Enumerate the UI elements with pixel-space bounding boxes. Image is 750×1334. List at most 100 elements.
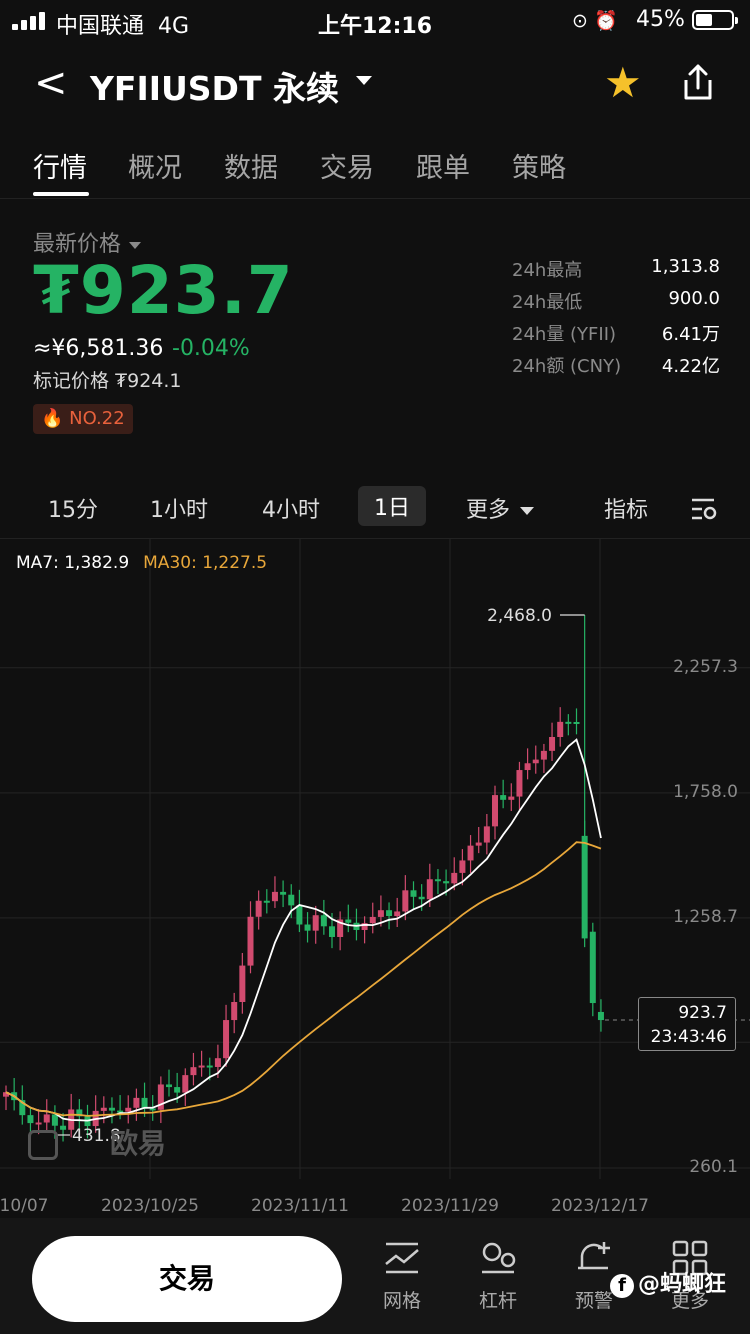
x-tick-label: 10/07 xyxy=(0,1196,49,1216)
stat-row: 24h最高 1,313.8 xyxy=(512,256,720,281)
app-header: < YFIIUSDT 永续 ★ xyxy=(0,50,750,120)
candle-body xyxy=(182,1075,189,1093)
candle-body xyxy=(280,891,287,895)
grid-trade-icon xyxy=(385,1242,419,1274)
ma30-line xyxy=(5,841,602,1117)
y-tick-label: 260.1 xyxy=(689,1157,738,1177)
fire-icon: 🔥 xyxy=(41,408,64,429)
interval-1h[interactable]: 1小时 xyxy=(150,498,208,523)
interval-more[interactable]: 更多 xyxy=(466,492,535,524)
ma7-label: MA7: 1,382.9 xyxy=(16,553,130,573)
tab-overview[interactable]: 概况 xyxy=(128,153,182,184)
trade-button[interactable]: 交易 xyxy=(32,1236,342,1322)
nav-more[interactable]: 更多 xyxy=(650,1238,730,1313)
candle-body xyxy=(443,881,450,884)
tab-copy[interactable]: 跟单 xyxy=(416,153,470,184)
rank-badge[interactable]: 🔥 NO.22 xyxy=(33,404,133,434)
candle-body xyxy=(51,1114,58,1126)
candle-body xyxy=(198,1065,205,1068)
last-price-tag: 923.7 23:43:46 xyxy=(638,997,736,1051)
carrier-name: 中国联通 4G xyxy=(56,14,190,39)
24h-stats: 24h最高 1,313.8 24h最低 900.0 24h量 (YFII) 6.41万… xyxy=(512,256,720,384)
share-icon[interactable] xyxy=(680,62,716,102)
price-label[interactable]: 最新价格 xyxy=(33,226,142,258)
candle-body xyxy=(117,1110,124,1113)
candle-body xyxy=(402,890,409,912)
candle-body xyxy=(247,916,254,966)
battery-percent: 45% xyxy=(636,7,685,32)
ma30-label: MA30: 1,227.5 xyxy=(143,553,268,573)
leverage-icon xyxy=(482,1242,516,1274)
candle-body xyxy=(345,919,352,923)
battery-icon xyxy=(692,10,738,30)
y-tick-label: 1,258.7 xyxy=(673,907,738,927)
tab-market[interactable]: 行情 xyxy=(33,153,87,184)
status-bar: 中国联通 4G 上午12:16 ⊙ ⏰ 45% xyxy=(0,0,750,42)
tab-trade[interactable]: 交易 xyxy=(320,153,374,184)
candle-body xyxy=(394,911,401,917)
watermark: 欧易 xyxy=(28,1122,166,1162)
candle-body xyxy=(320,915,327,927)
low-price-label: 431.8 xyxy=(72,1126,121,1146)
candle-body xyxy=(157,1084,164,1110)
nav-leverage[interactable]: 杠杆 xyxy=(458,1238,538,1313)
candle-body xyxy=(532,759,539,764)
candle-body xyxy=(361,923,368,930)
chevron-down-icon xyxy=(520,507,535,515)
candle-body xyxy=(214,1058,221,1067)
candle-body xyxy=(565,721,572,724)
instrument-title[interactable]: YFIIUSDT 永续 xyxy=(90,69,339,108)
nav-grid[interactable]: 网格 xyxy=(362,1238,442,1313)
y-tick-label: 2,257.3 xyxy=(673,657,738,677)
chevron-down-icon[interactable] xyxy=(356,76,372,85)
candle-body xyxy=(108,1107,115,1111)
more-grid-icon xyxy=(672,1240,708,1276)
chart-settings-icon[interactable] xyxy=(690,496,718,522)
candle-body xyxy=(271,891,278,902)
candle-body xyxy=(263,900,270,903)
tab-data[interactable]: 数据 xyxy=(224,153,278,184)
back-arrow-icon[interactable]: < xyxy=(34,60,68,106)
candle-body xyxy=(206,1065,213,1068)
last-price: ₮923.7 xyxy=(33,252,294,329)
interval-1d[interactable]: 1日 xyxy=(358,486,426,526)
candle-body xyxy=(35,1122,42,1125)
candle-body xyxy=(434,879,441,882)
ma7-line xyxy=(5,738,602,1122)
candle-body xyxy=(426,879,433,900)
candle-body xyxy=(304,924,311,931)
candle-body xyxy=(296,905,303,925)
tab-strategy[interactable]: 策略 xyxy=(512,153,566,184)
x-tick-label: 2023/12/17 xyxy=(551,1196,649,1216)
interval-15m[interactable]: 15分 xyxy=(48,498,98,523)
indicators-button[interactable]: 指标 xyxy=(604,498,649,523)
candle-body xyxy=(149,1108,156,1111)
candle-body xyxy=(377,910,384,917)
interval-4h[interactable]: 4小时 xyxy=(262,498,320,523)
candlestick-chart[interactable]: 2,257.3 1,758.0 1,258.7 260.1 10/07 2023/10/2… xyxy=(0,539,750,1219)
cny-price: ≈¥6,581.36 xyxy=(33,336,164,361)
nav-alert[interactable]: 预警 xyxy=(554,1238,634,1313)
candle-body xyxy=(100,1107,107,1111)
price-change: -0.04% xyxy=(172,336,250,361)
candle-body xyxy=(540,750,547,760)
social-logo-icon: f xyxy=(610,1274,634,1298)
kline-chart[interactable]: 2,257.3 1,758.0 1,258.7 260.1 10/07 2023/10/2… xyxy=(0,538,750,1219)
candle-body xyxy=(337,919,344,937)
candle-body xyxy=(516,770,523,797)
favorite-star-icon[interactable]: ★ xyxy=(604,58,642,107)
candle-body xyxy=(467,845,474,861)
candle-body xyxy=(133,1097,140,1108)
ma-legend: MA7: 1,382.9 MA30: 1,227.5 xyxy=(16,553,267,573)
candle-body xyxy=(231,1001,238,1021)
candle-body xyxy=(524,763,531,771)
signal-icon xyxy=(12,12,48,30)
candle-body xyxy=(27,1115,34,1124)
candle-body xyxy=(459,860,466,873)
candle-body xyxy=(549,736,556,751)
candle-body xyxy=(174,1087,181,1093)
stat-row: 24h最低 900.0 xyxy=(512,288,720,313)
candle-body xyxy=(125,1107,132,1112)
interval-bar: 15分 1小时 4小时 1日 更多 指标 xyxy=(0,484,750,532)
candle-body xyxy=(19,1100,26,1116)
